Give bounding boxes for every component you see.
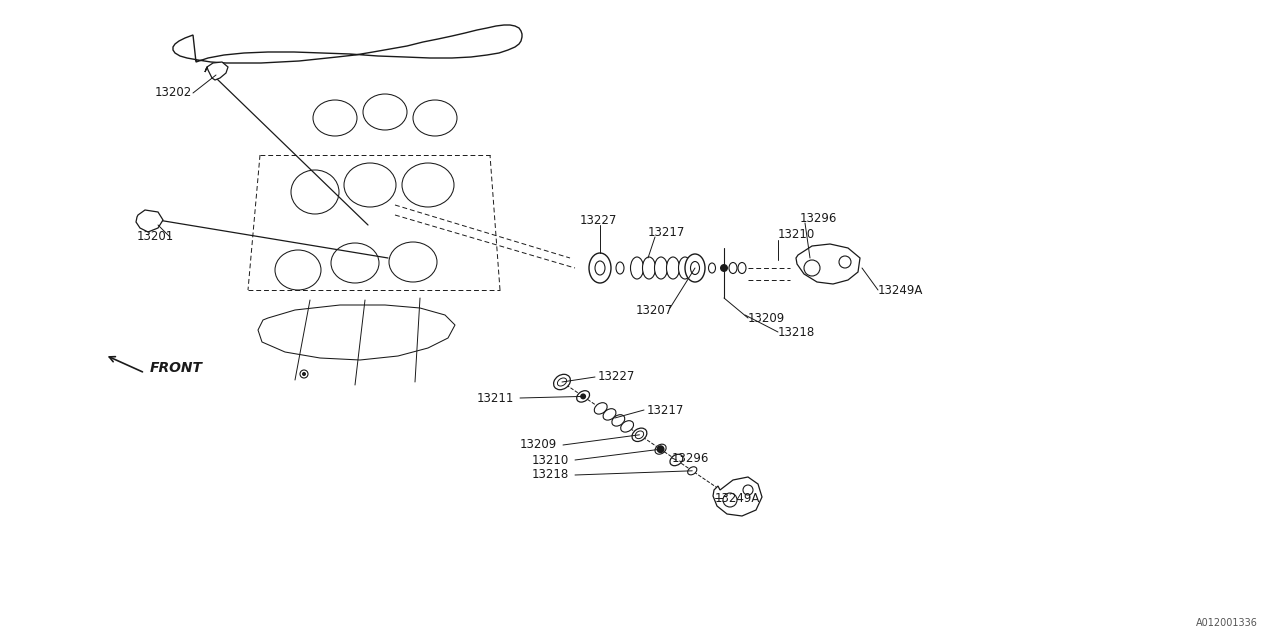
Ellipse shape [275,250,321,290]
Ellipse shape [678,257,691,279]
Text: FRONT: FRONT [150,361,204,375]
Text: 13249A: 13249A [878,284,923,296]
Text: 13209: 13209 [748,312,785,324]
Ellipse shape [344,163,396,207]
Text: 13207: 13207 [636,303,673,317]
Ellipse shape [332,243,379,283]
Ellipse shape [389,242,436,282]
Ellipse shape [364,94,407,130]
Ellipse shape [616,262,625,274]
Text: 13227: 13227 [598,371,635,383]
Ellipse shape [631,257,644,279]
Ellipse shape [685,254,705,282]
Ellipse shape [589,253,611,283]
Ellipse shape [632,428,646,442]
Circle shape [302,372,306,376]
Text: 13217: 13217 [646,403,685,417]
Ellipse shape [314,100,357,136]
Text: 13210: 13210 [532,454,570,467]
Ellipse shape [739,262,746,273]
Polygon shape [136,210,163,232]
Ellipse shape [291,170,339,214]
Ellipse shape [654,257,667,279]
Text: 13249A: 13249A [716,492,760,504]
Circle shape [580,394,586,399]
Ellipse shape [553,374,571,390]
Text: 13227: 13227 [580,214,617,227]
Ellipse shape [643,257,655,279]
Circle shape [742,485,753,495]
Circle shape [719,264,728,272]
Circle shape [300,370,308,378]
Ellipse shape [402,163,454,207]
Ellipse shape [667,257,680,279]
Ellipse shape [687,467,696,475]
Circle shape [804,260,820,276]
Text: A012001336: A012001336 [1196,618,1258,628]
Text: 13296: 13296 [672,451,709,465]
Ellipse shape [730,262,737,273]
Polygon shape [205,62,228,80]
Text: 13218: 13218 [532,468,570,481]
Polygon shape [259,305,454,360]
Text: 13202: 13202 [155,86,192,99]
Circle shape [723,493,737,507]
Polygon shape [173,25,522,63]
Circle shape [657,445,664,453]
Ellipse shape [413,100,457,136]
Ellipse shape [594,403,607,414]
Circle shape [838,256,851,268]
Text: 13209: 13209 [520,438,557,451]
Text: 13217: 13217 [648,225,685,239]
Text: 13201: 13201 [137,230,174,243]
Text: 13296: 13296 [800,211,837,225]
Ellipse shape [655,444,666,454]
Text: 13218: 13218 [778,326,815,339]
Ellipse shape [669,454,682,466]
Ellipse shape [612,415,625,426]
Text: 13210: 13210 [778,228,815,241]
Polygon shape [796,244,860,284]
Ellipse shape [709,263,716,273]
Text: 13211: 13211 [477,392,515,404]
Ellipse shape [577,390,590,402]
Ellipse shape [621,420,634,432]
Polygon shape [713,477,762,516]
Ellipse shape [603,409,616,420]
